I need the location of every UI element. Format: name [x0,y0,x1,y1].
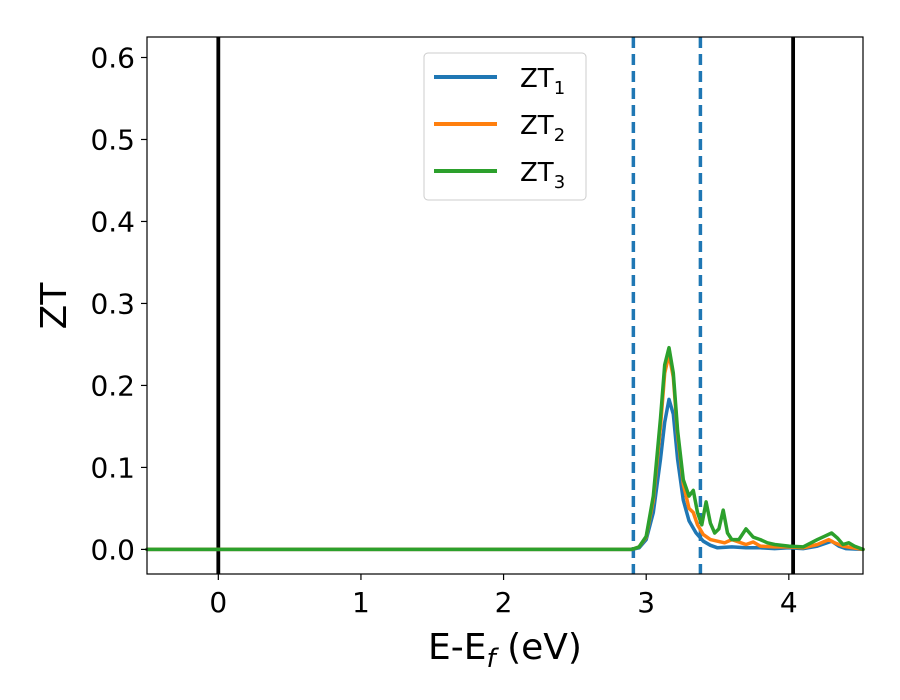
x-axis-label: E-Ef (eV) [428,627,582,674]
x-tick-label: 3 [637,586,655,619]
legend-box [423,52,587,201]
plot-frame [146,36,864,575]
y-tick-label: 0.5 [90,123,135,156]
legend-label-zt3: ZT3 [520,158,565,193]
x-tick-label: 1 [352,586,370,619]
y-tick-label: 0.0 [90,533,135,566]
y-axis-ticks: 0.0 0.1 0.2 0.3 0.4 0.5 0.6 [90,41,147,566]
y-tick-label: 0.2 [90,369,135,402]
legend-label-zt2: ZT2 [520,111,565,146]
y-axis-label: ZT [34,282,75,330]
legend: ZT1 ZT2 ZT3 [423,52,587,201]
series-line-zt3 [145,345,865,552]
series-layer [145,345,865,552]
legend-label-zt1: ZT1 [520,64,565,99]
y-tick-label: 0.4 [90,205,135,238]
y-tick-label: 0.1 [90,451,135,484]
reference-lines [216,37,796,574]
x-tick-label: 4 [780,586,798,619]
x-tick-label: 0 [209,586,227,619]
x-axis-ticks: 0 1 2 3 4 [209,574,798,619]
y-tick-label: 0.3 [90,287,135,320]
y-tick-label: 0.6 [90,41,135,74]
x-tick-label: 2 [495,586,513,619]
